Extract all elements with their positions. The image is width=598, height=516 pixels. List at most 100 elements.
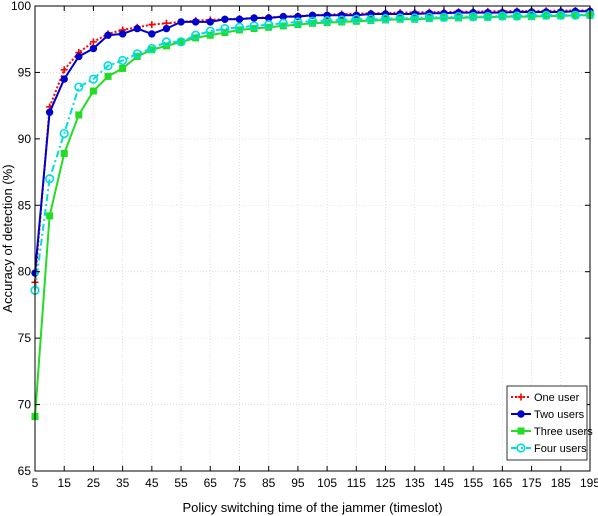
data-point-four-users: [59, 128, 69, 139]
legend-label-two-users: Two users: [534, 409, 585, 421]
data-point-four-users: [366, 14, 376, 24]
data-point-two-users: [45, 108, 54, 116]
data-point-four-users: [118, 55, 128, 66]
data-point-four-users: [351, 14, 361, 24]
data-point-four-users: [483, 12, 493, 22]
series-line-one-user: [34, 9, 591, 283]
data-point-four-users: [161, 37, 172, 47]
data-point-four-users: [337, 15, 347, 25]
x-tick-label: 115: [347, 476, 366, 490]
x-tick-label: 45: [145, 476, 159, 490]
series-line-four-users: [34, 13, 591, 291]
x-tick-label: 15: [58, 476, 72, 490]
data-point-four-users: [45, 174, 55, 184]
data-point-two-users: [60, 75, 68, 83]
legend-marker-one-user: [517, 393, 525, 401]
x-tick-label: 95: [291, 476, 305, 490]
series-two-users: [31, 7, 594, 277]
legend-label-three-users: Three users: [534, 426, 593, 438]
data-point-two-users: [250, 14, 258, 22]
x-tick-label: 25: [87, 476, 101, 490]
data-point-four-users: [526, 10, 537, 20]
x-tick-label: 195: [580, 476, 598, 490]
data-point-two-users: [308, 11, 317, 20]
data-point-four-users: [191, 30, 201, 40]
x-tick-label: 85: [262, 476, 276, 490]
y-tick-label: 95: [18, 65, 32, 79]
x-tick-label: 65: [204, 476, 218, 490]
series-four-users: [30, 10, 595, 295]
series-layer: [30, 6, 595, 421]
x-tick-label: 35: [116, 476, 130, 490]
data-point-three-users: [89, 87, 97, 95]
data-point-three-users: [119, 64, 127, 72]
data-point-two-users: [235, 15, 244, 23]
data-point-four-users: [307, 16, 318, 26]
legend-marker-four-users: [516, 443, 526, 453]
legend-item-one-user: One user: [511, 392, 580, 404]
data-point-four-users: [468, 12, 478, 22]
data-point-four-users: [439, 12, 449, 22]
data-point-two-users: [104, 31, 112, 39]
data-point-four-users: [497, 11, 507, 21]
x-tick-label: 155: [463, 476, 483, 490]
data-point-four-users: [132, 49, 142, 59]
data-point-four-users: [234, 22, 245, 32]
data-point-two-users: [162, 24, 171, 33]
data-point-four-users: [541, 10, 551, 20]
data-point-one-user: [148, 21, 156, 29]
data-point-two-users: [89, 44, 98, 53]
data-point-three-users: [104, 72, 112, 80]
data-point-four-users: [453, 12, 464, 22]
data-point-four-users: [395, 13, 405, 23]
x-tick-label: 185: [551, 476, 571, 490]
data-point-four-users: [88, 74, 99, 84]
data-point-four-users: [278, 18, 288, 28]
axis-ticks: 5 15 25 35 45 55 65 75 85 95 105 115 125 135 145 155 165…: [11, 0, 598, 490]
x-tick-label: 55: [174, 476, 188, 490]
y-tick-label: 75: [18, 331, 32, 345]
x-tick-label: 125: [376, 476, 396, 490]
legend-item-three-users: Three users: [511, 426, 593, 438]
data-point-four-users: [103, 61, 113, 71]
plot-area: [35, 6, 590, 471]
axes-frame: [34, 5, 591, 472]
data-point-four-users: [249, 21, 259, 31]
data-point-four-users: [556, 10, 566, 20]
x-tick-label: 175: [522, 476, 542, 490]
data-point-four-users: [512, 11, 522, 21]
x-tick-label: 135: [405, 476, 425, 490]
data-point-four-users: [74, 82, 84, 92]
data-point-two-users: [148, 30, 156, 38]
data-point-four-users: [380, 14, 391, 24]
legend-item-four-users: Four users: [511, 443, 587, 455]
data-point-two-users: [191, 18, 200, 26]
data-point-four-users: [264, 20, 274, 30]
data-point-two-users: [133, 24, 141, 33]
y-tick-label: 100: [11, 0, 31, 13]
data-point-two-users: [221, 15, 229, 23]
legend-marker-three-users: [517, 427, 525, 435]
data-point-four-users: [410, 13, 420, 23]
data-point-four-users: [570, 10, 580, 20]
data-point-three-users: [75, 111, 83, 119]
data-point-four-users: [205, 26, 215, 36]
legend-label-one-user: One user: [534, 392, 580, 404]
y-tick-label: 90: [18, 132, 32, 146]
y-tick-label: 65: [18, 464, 32, 478]
x-tick-label: 75: [233, 476, 247, 490]
x-axis-label: Policy switching time of the jammer (tim…: [182, 500, 442, 515]
data-point-two-users: [206, 18, 214, 26]
legend-label-four-users: Four users: [534, 443, 587, 455]
data-point-one-user: [60, 66, 68, 74]
legend-marker-two-users: [517, 410, 525, 418]
data-point-four-users: [293, 17, 303, 27]
legend-item-two-users: Two users: [511, 409, 585, 421]
data-point-four-users: [147, 43, 157, 54]
x-tick-label: 165: [492, 476, 512, 490]
legend: One user Two users Three users Four users: [506, 385, 593, 461]
x-tick-label: 105: [317, 476, 337, 490]
data-point-two-users: [177, 18, 185, 26]
y-axis-label: Accuracy of detection (%): [0, 164, 15, 312]
